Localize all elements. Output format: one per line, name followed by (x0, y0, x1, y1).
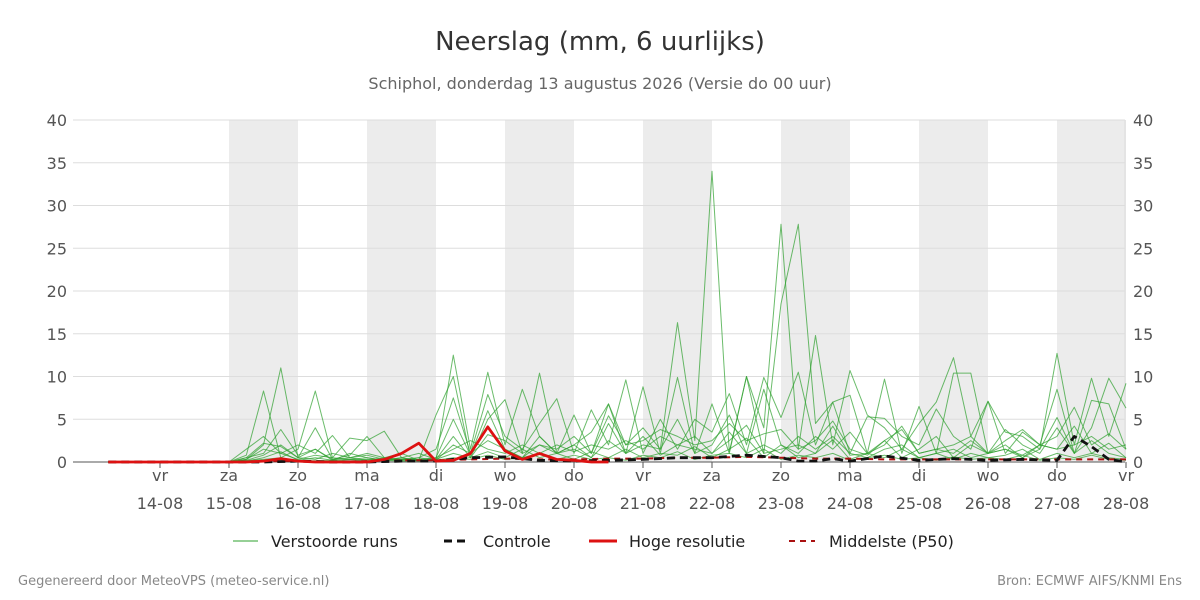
x-tick-day-24-08: ma (837, 466, 862, 485)
y-tick-left-10: 10 (47, 368, 67, 387)
x-tick-date-27-08: 27-08 (1034, 494, 1081, 513)
x-tick-day-22-08: za (703, 466, 721, 485)
x-tick-date-19-08: 19-08 (482, 494, 529, 513)
footer-generator: Gegenereerd door MeteoVPS (meteo-service… (18, 574, 329, 589)
chart-title: Neerslag (mm, 6 uurlijks) (435, 27, 765, 57)
y-axis-left-ticks: 0 5 10 15 20 25 30 35 40 (47, 111, 67, 472)
y-tick-left-5: 5 (57, 410, 67, 429)
x-tick-date-25-08: 25-08 (896, 494, 943, 513)
x-tick-date-15-08: 15-08 (206, 494, 253, 513)
x-tick-date-22-08: 22-08 (689, 494, 736, 513)
y-tick-right-5: 5 (1133, 410, 1143, 429)
y-tick-left-25: 25 (47, 239, 67, 258)
legend-label-perturbed: Verstoorde runs (271, 532, 398, 551)
series-line-hires (108, 425, 609, 464)
x-tick-day-27-08: do (1047, 466, 1067, 485)
x-tick-date-18-08: 18-08 (413, 494, 460, 513)
legend-label-control: Controle (483, 532, 551, 551)
x-tick-day-16-08: zo (289, 466, 307, 485)
legend-label-median: Middelste (P50) (829, 532, 954, 551)
y-tick-right-10: 10 (1133, 368, 1153, 387)
main-runs (108, 425, 1127, 464)
x-tick-day-17-08: ma (354, 466, 379, 485)
y-tick-right-20: 20 (1133, 282, 1153, 301)
legend-label-hires: Hoge resolutie (629, 532, 745, 551)
x-tick-date-14-08: 14-08 (137, 494, 184, 513)
x-tick-day-15-08: za (220, 466, 238, 485)
x-axis-ticks: vr 14-08 za 15-08 zo 16-08 ma 17-08 di 18-08 wo 19-… (73, 461, 1150, 513)
legend: Verstoorde runs Controle Hoge resolutie … (233, 532, 954, 551)
y-axis-right-ticks: 0 5 10 15 20 25 30 35 40 (1133, 111, 1153, 472)
chart-subtitle: Schiphol, donderdag 13 augustus 2026 (Ve… (368, 74, 831, 93)
y-tick-right-30: 30 (1133, 197, 1153, 216)
y-tick-right-25: 25 (1133, 239, 1153, 258)
x-tick-day-23-08: zo (772, 466, 790, 485)
y-tick-left-40: 40 (47, 111, 67, 130)
x-tick-date-17-08: 17-08 (344, 494, 391, 513)
series-line-ensemble-3 (108, 406, 1127, 463)
y-tick-right-35: 35 (1133, 154, 1153, 173)
x-tick-date-23-08: 23-08 (758, 494, 805, 513)
x-tick-date-20-08: 20-08 (551, 494, 598, 513)
y-tick-left-15: 15 (47, 325, 67, 344)
x-tick-day-21-08: vr (635, 466, 651, 485)
x-tick-day-18-08: di (429, 466, 444, 485)
x-tick-date-24-08: 24-08 (827, 494, 874, 513)
x-tick-day-25-08: di (912, 466, 927, 485)
footer-source: Bron: ECMWF AIFS/KNMI Ens (997, 574, 1182, 589)
x-tick-date-26-08: 26-08 (965, 494, 1012, 513)
x-tick-day-28-08: vr (1118, 466, 1134, 485)
x-tick-day-19-08: wo (494, 466, 517, 485)
x-tick-date-21-08: 21-08 (620, 494, 667, 513)
y-tick-left-30: 30 (47, 197, 67, 216)
x-tick-day-14-08: vr (152, 466, 168, 485)
y-tick-right-15: 15 (1133, 325, 1153, 344)
y-tick-right-40: 40 (1133, 111, 1153, 130)
series-line-ensemble-8 (108, 388, 1127, 463)
ensemble-runs (108, 170, 1127, 463)
x-tick-day-26-08: wo (977, 466, 1000, 485)
y-tick-left-35: 35 (47, 154, 67, 173)
y-tick-right-0: 0 (1133, 453, 1143, 472)
y-tick-left-0: 0 (57, 453, 67, 472)
x-tick-date-28-08: 28-08 (1103, 494, 1150, 513)
x-tick-day-20-08: do (564, 466, 584, 485)
y-tick-left-20: 20 (47, 282, 67, 301)
x-tick-date-16-08: 16-08 (275, 494, 322, 513)
